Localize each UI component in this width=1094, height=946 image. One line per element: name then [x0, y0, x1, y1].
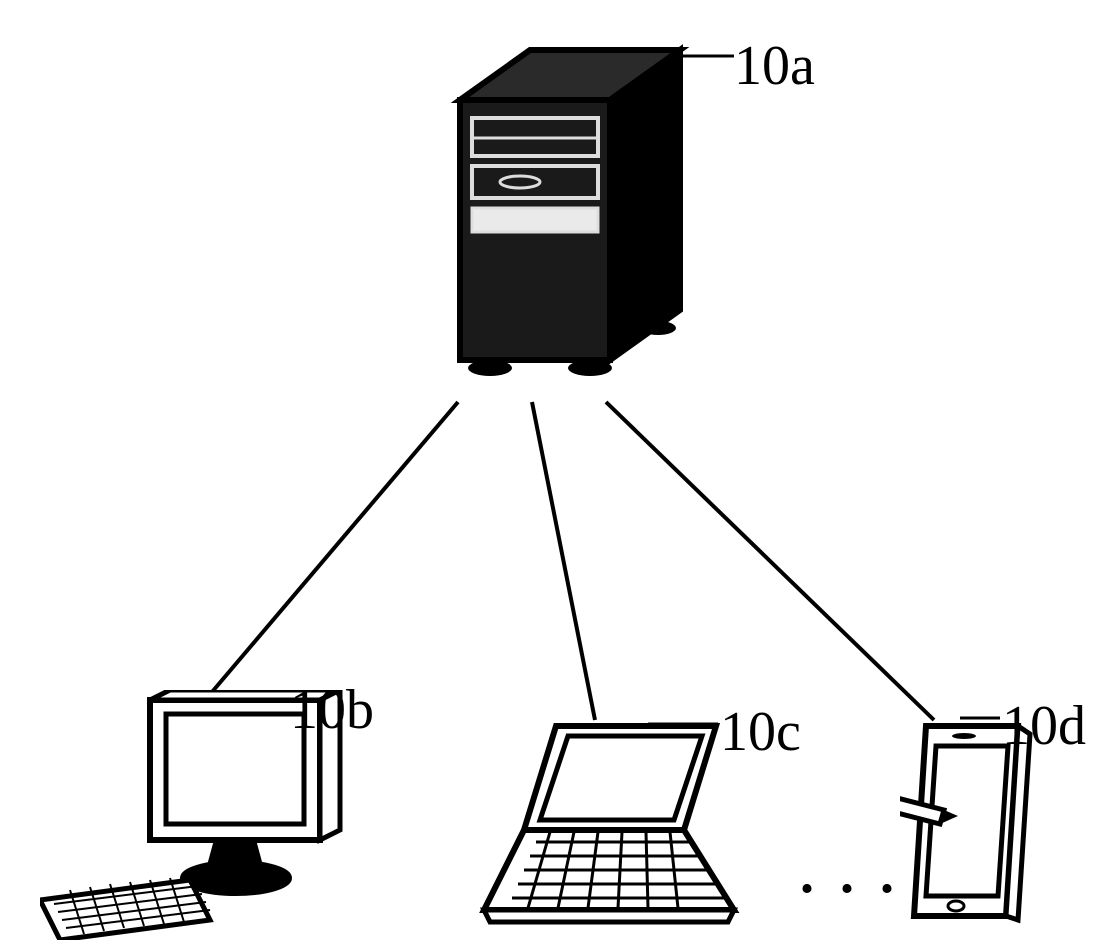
edge-1: [532, 402, 595, 720]
edge-2: [606, 402, 934, 720]
ellipsis: . . .: [800, 842, 900, 906]
label-10c: 10c: [720, 700, 801, 764]
label-10d: 10d: [1002, 694, 1086, 758]
diagram-canvas: 10a 10b 10c 10d . . .: [0, 0, 1094, 946]
server-icon: [420, 30, 720, 380]
edge-0: [212, 402, 458, 692]
label-10a: 10a: [734, 34, 815, 98]
laptop-icon: [470, 720, 750, 930]
label-10b: 10b: [290, 678, 374, 742]
